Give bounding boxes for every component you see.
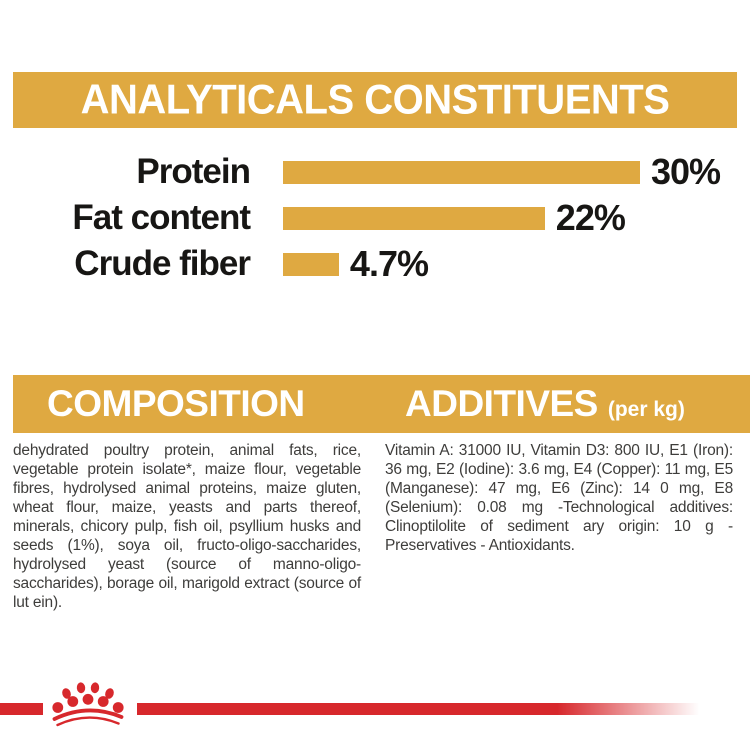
crown-arc-icon <box>52 708 124 721</box>
footer-accent-bar-left <box>0 703 43 715</box>
royal-canin-crown-logo <box>52 682 124 727</box>
chart-value-crude-fiber: 4.7% <box>349 243 429 284</box>
chart-bar-protein <box>283 160 640 184</box>
chart-value-protein: 30% <box>651 151 721 192</box>
composition-body-text: dehydrated poultry protein, animal fats,… <box>13 442 361 611</box>
additives-title: ADDITIVES <box>405 383 598 424</box>
additives-per-kg-label: (per kg) <box>607 398 685 421</box>
analyticals-title: ANALYTICALS CONSTITUENTS <box>80 76 670 123</box>
crown-pearl-icon <box>62 688 71 699</box>
crown-pearl-icon <box>97 696 109 707</box>
chart-bar-fat-content <box>283 206 545 230</box>
analyticals-header-band: ANALYTICALS CONSTITUENTS <box>13 72 737 128</box>
additives-body-text: Vitamin A: 31000 IU, Vitamin D3: 800 IU,… <box>385 442 733 554</box>
crown-pearl-icon <box>90 682 100 694</box>
composition-header-band: COMPOSITION <box>13 375 389 433</box>
crown-pearl-icon <box>112 702 124 713</box>
chart-row-fat-content: Fat content 22% <box>0 195 750 241</box>
crown-pearl-icon <box>76 682 86 694</box>
chart-label-fat-content: Fat content <box>72 198 251 237</box>
chart-label-protein: Protein <box>136 152 251 191</box>
chart-bar-crude-fiber <box>283 252 339 276</box>
crown-arc-icon <box>56 716 120 727</box>
chart-value-fat-content: 22% <box>555 197 626 238</box>
crown-pearl-icon <box>67 696 79 707</box>
crown-pearl-icon <box>82 693 94 705</box>
footer-accent-bar-right <box>137 703 705 715</box>
chart-row-protein: Protein 30% <box>0 149 750 195</box>
additives-header-band: ADDITIVES (per kg) <box>385 375 750 433</box>
composition-title: COMPOSITION <box>47 383 305 424</box>
chart-row-crude-fiber: Crude fiber 4.7% <box>0 241 750 287</box>
crown-pearl-icon <box>52 702 64 713</box>
crown-pearl-icon <box>105 688 114 699</box>
chart-label-crude-fiber: Crude fiber <box>74 244 251 283</box>
